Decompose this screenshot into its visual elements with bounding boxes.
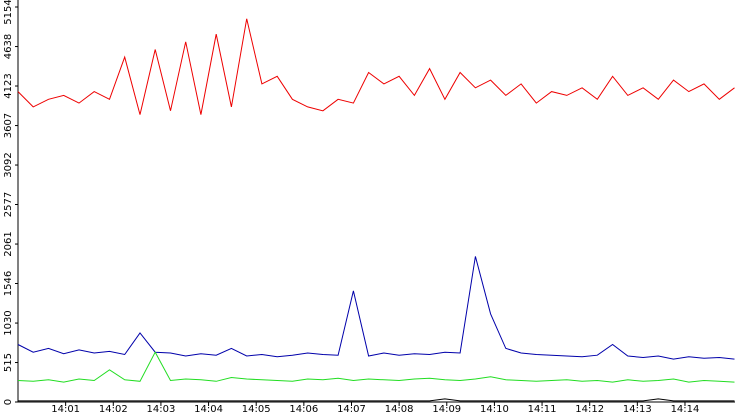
series-line [17, 351, 735, 383]
y-tick-label: 5154 [3, 0, 14, 25]
series-line [17, 256, 735, 360]
y-tick-label: 3607 [3, 113, 14, 138]
x-tick-label: 14:07 [337, 404, 366, 415]
y-tick-label: 515 [3, 353, 14, 372]
y-tick-label: 1030 [3, 310, 14, 335]
x-tick-label: 14:01 [51, 404, 80, 415]
x-tick-label: 14:10 [480, 404, 509, 415]
x-tick-label: 14:11 [528, 404, 557, 415]
y-tick-label: 0 [3, 399, 14, 405]
series-line [18, 398, 735, 402]
series-line [17, 18, 735, 115]
x-tick-label: 14:06 [289, 404, 318, 415]
x-tick-label: 14:04 [194, 404, 223, 415]
x-tick-label: 14:03 [147, 404, 176, 415]
x-tick-label: 14:05 [242, 404, 271, 415]
x-tick-label: 14:08 [385, 404, 414, 415]
x-tick-label: 14:12 [575, 404, 604, 415]
y-tick-label: 2577 [3, 192, 14, 217]
y-tick-label: 3092 [3, 152, 14, 177]
x-tick-label: 14:02 [99, 404, 128, 415]
y-tick-label: 4638 [3, 34, 14, 59]
y-tick-label: 2061 [3, 231, 14, 256]
y-tick-label: 4123 [3, 73, 14, 98]
y-tick-label: 1546 [3, 271, 14, 296]
x-tick-label: 14:13 [623, 404, 652, 415]
x-tick-label: 14:14 [671, 404, 700, 415]
x-tick-label: 14:09 [432, 404, 461, 415]
